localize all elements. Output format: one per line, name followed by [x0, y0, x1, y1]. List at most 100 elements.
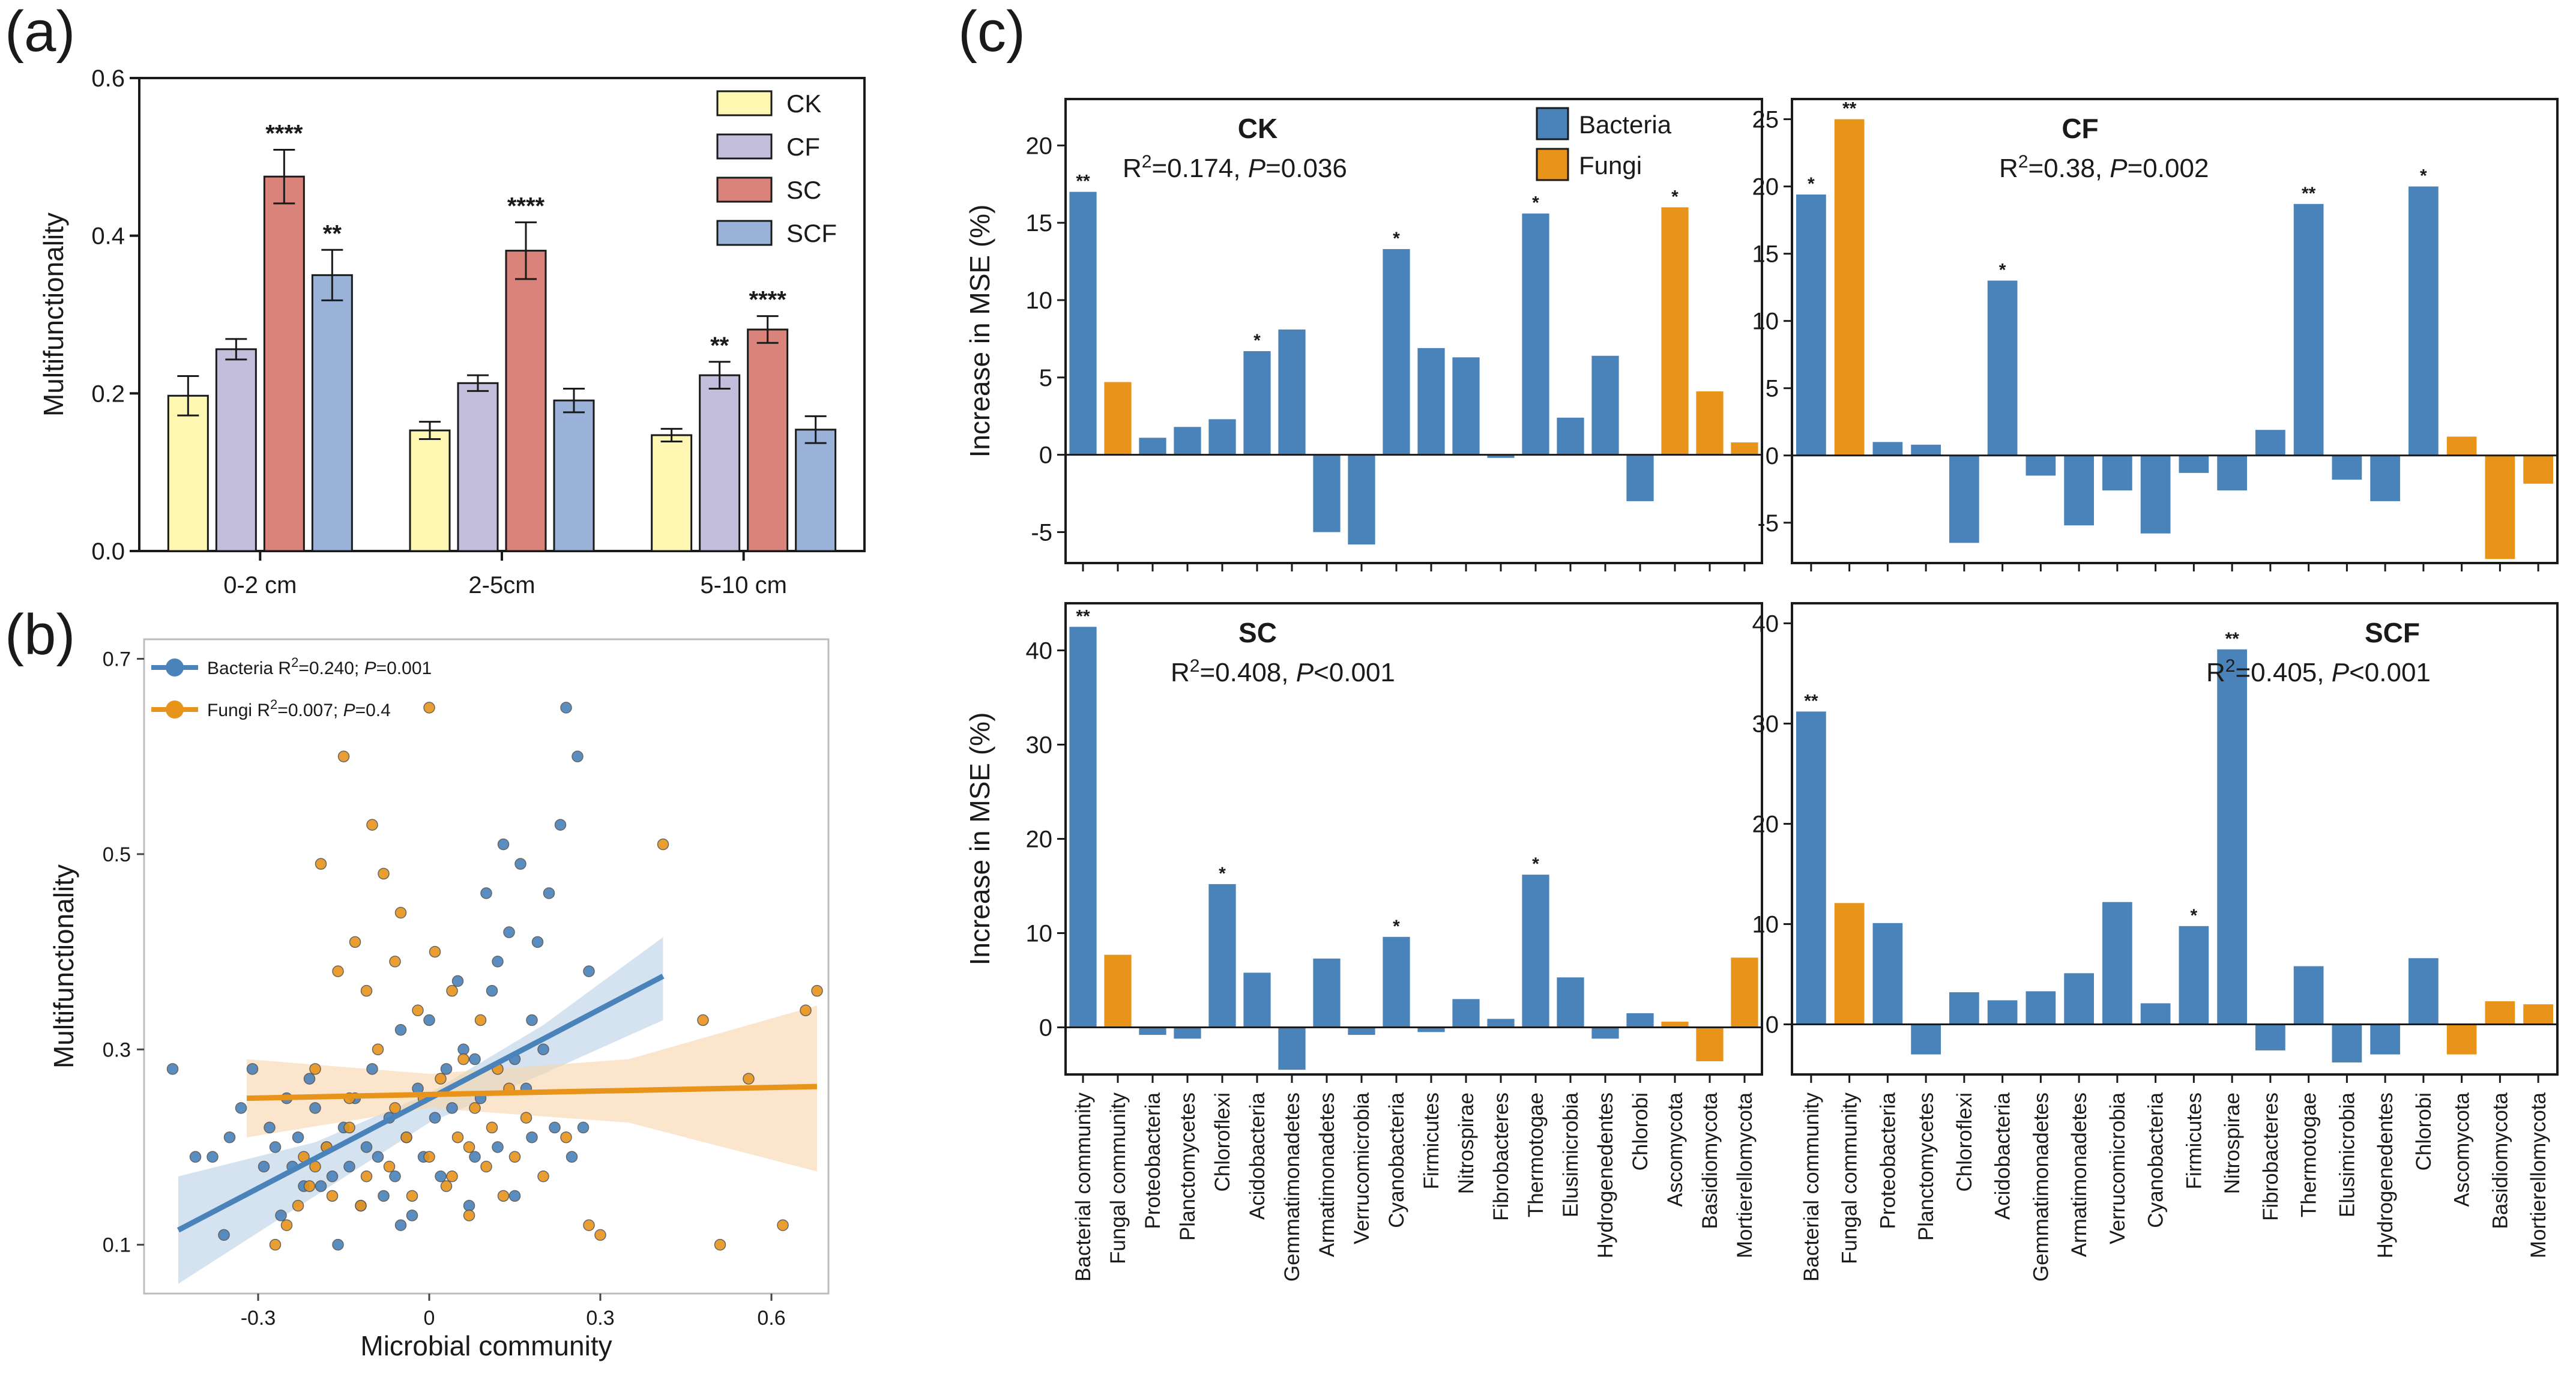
point-bacteria	[514, 858, 526, 870]
bar-fibrobacteres	[1487, 454, 1515, 458]
y-tick-label: -5	[1031, 519, 1052, 546]
y-tick-label: 0.5	[103, 843, 131, 866]
bar-CK	[409, 429, 451, 552]
point-bacteria	[531, 936, 544, 948]
x-category-label: Firmicutes	[2182, 1092, 2206, 1189]
y-tick-label: 0.4	[91, 223, 125, 250]
y-tick-label: 0	[1766, 1011, 1779, 1038]
significance-label: **	[1076, 172, 1090, 191]
legend-swatch-CK	[716, 90, 773, 116]
bar-bacterial-community	[1069, 627, 1097, 1028]
y-axis-title: Increase in MSE (%)	[964, 713, 995, 966]
bar-SC	[747, 328, 789, 552]
point-bacteria	[486, 984, 498, 997]
x-category-label: Cyanobacteria	[1385, 1092, 1408, 1228]
bar-verrucomicrobia	[1348, 454, 1375, 545]
panel-title: CF	[2062, 113, 2098, 144]
point-bacteria	[583, 965, 595, 977]
bar-fungal-community	[1104, 382, 1132, 455]
bar-planctomycetes	[1174, 427, 1201, 455]
point-bacteria	[394, 1219, 407, 1231]
point-fungi	[383, 1160, 396, 1173]
point-fungi	[811, 984, 823, 997]
x-tick-label: 2-5cm	[468, 572, 535, 598]
point-fungi	[400, 1131, 412, 1143]
point-bacteria	[372, 1151, 384, 1163]
x-category-label: Basidiomycota	[1698, 1092, 1722, 1229]
point-fungi	[326, 1190, 339, 1202]
legend-label-SCF: SCF	[786, 219, 837, 247]
panel-statistic: R2=0.38, P=0.002	[1999, 152, 2209, 183]
point-fungi	[389, 956, 401, 968]
x-category-label: Bacterial community	[1800, 1092, 1823, 1282]
bar-CK	[651, 434, 693, 552]
bar-elusimicrobia	[2332, 455, 2362, 480]
point-bacteria	[429, 1112, 441, 1124]
point-bacteria	[258, 1160, 270, 1173]
legend-label-CF: CF	[786, 133, 820, 161]
point-fungi	[360, 1171, 373, 1183]
bar-verrucomicrobia	[2102, 902, 2132, 1025]
bar-cyanobacteria	[1383, 249, 1410, 455]
y-tick-label: 15	[1026, 210, 1053, 237]
panel-statistic: R2=0.405, P<0.001	[2206, 656, 2431, 687]
legend-label-CK: CK	[786, 89, 821, 118]
significance-label: *	[1393, 229, 1400, 249]
bar-chloroflexi	[1949, 992, 1979, 1025]
point-fungi	[508, 1151, 521, 1163]
significance-label: **	[1842, 99, 1857, 119]
y-tick-label: 0	[1039, 442, 1052, 469]
bar-acidobacteria	[1987, 1000, 2018, 1025]
point-fungi	[469, 1102, 481, 1114]
point-bacteria	[389, 1171, 401, 1183]
bar-acidobacteria	[1987, 280, 2018, 456]
bar-chlorobi	[1626, 454, 1654, 501]
point-bacteria	[166, 1063, 179, 1075]
plot-frame	[1791, 98, 2559, 564]
point-bacteria	[246, 1063, 259, 1075]
bar-chloroflexi	[1208, 419, 1236, 455]
bar-elusimicrobia	[1557, 417, 1584, 455]
bar-firmicutes	[2179, 926, 2209, 1025]
legend-swatch-fungi	[1536, 148, 1569, 181]
x-category-label: Thermotogae	[1524, 1092, 1548, 1217]
y-tick-label: 0.6	[91, 65, 125, 92]
point-fungi	[389, 1102, 401, 1114]
y-tick-label: 10	[1752, 911, 1779, 938]
bar-cyanobacteria	[2140, 455, 2171, 534]
bar-thermotogae	[2293, 966, 2324, 1025]
bar-CF	[457, 382, 499, 552]
x-category-label: Chloroflexi	[1953, 1092, 1976, 1192]
point-fungi	[583, 1219, 595, 1231]
x-category-label: Hydrogenedentes	[1594, 1092, 1617, 1258]
significance-label: *	[1671, 187, 1679, 206]
y-tick-label: 10	[1026, 921, 1053, 947]
bar-mortierellomycota	[1731, 442, 1758, 455]
x-category-label: Ascomycota	[1664, 1092, 1687, 1207]
point-bacteria	[394, 1023, 407, 1036]
significance-label: **	[710, 333, 729, 359]
y-axis-title: Multifunctionality	[38, 212, 69, 417]
point-bacteria	[526, 1014, 538, 1026]
bar-thermotogae	[2293, 203, 2324, 456]
legend-label-fungi: Fungi R2=0.007; P=0.4	[207, 697, 391, 720]
x-tick-label: 5-10 cm	[700, 572, 787, 598]
point-bacteria	[451, 975, 464, 987]
point-bacteria	[223, 1131, 236, 1143]
point-fungi	[366, 819, 378, 831]
bar-mortierellomycota	[2523, 455, 2553, 484]
point-fungi	[800, 1004, 812, 1016]
bar-fungal-community	[1834, 119, 1865, 456]
y-tick-label: 25	[1752, 107, 1779, 133]
bar-ascomycota	[2446, 436, 2477, 456]
point-bacteria	[537, 1043, 549, 1056]
x-category-label: Mortierellomycota	[1733, 1092, 1757, 1258]
legend-label-SC: SC	[786, 176, 821, 204]
significance-label: *	[2420, 166, 2427, 186]
bar-fibrobacteres	[2255, 430, 2285, 456]
point-fungi	[697, 1014, 709, 1026]
x-category-label: Ascomycota	[2451, 1092, 2474, 1207]
y-tick-label: 0.7	[103, 648, 131, 671]
panel-title: SC	[1238, 617, 1277, 648]
